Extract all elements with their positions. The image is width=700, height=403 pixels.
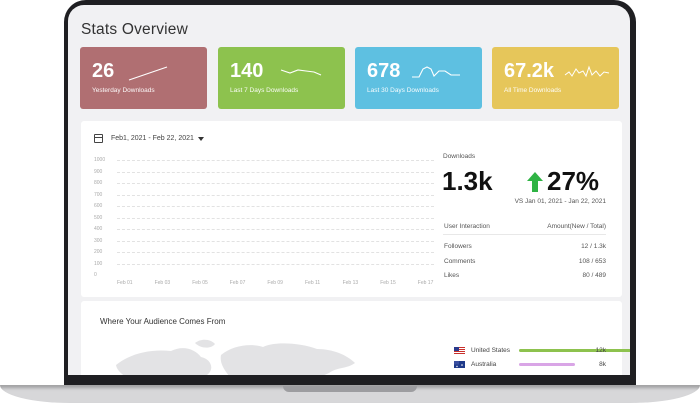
downloads-panel: Feb1, 2021 - Feb 22, 2021 1000 900 800 700 6… [81,121,622,297]
x-tick-label: Feb 11 [305,280,321,286]
stat-card-30-days[interactable]: 678 Last 30 Days Downloads [355,47,482,109]
world-map-icon [116,339,355,375]
stat-label: All Time Downloads [504,87,562,94]
stat-label: Yesterday Downloads [92,87,155,94]
trend-sparkline-icon [128,66,168,81]
us-flag-icon [454,347,465,354]
change-percent: 27% [547,166,600,196]
x-tick-label: Feb 13 [342,280,359,286]
table-divider [443,234,606,235]
grid-line [117,160,434,161]
y-tick-label: 400 [94,226,103,232]
row-value-comments: 108 / 653 [578,258,606,265]
downloads-change: 27% [526,166,599,197]
trend-sparkline-icon [412,66,460,78]
y-tick-label: 100 [94,260,103,267]
y-tick-label: 800 [94,180,103,186]
grid-line [117,194,434,196]
stat-label: Last 30 Days Downloads [367,87,439,94]
audience-title: Where Your Audience Comes From [100,317,226,326]
stat-card-all-time[interactable]: 67.2k All Time Downloads [492,47,619,109]
laptop-base [0,385,700,403]
row-value-followers: 12 / 1.3k [581,243,606,250]
grid-line [117,206,434,207]
grid-line [117,229,434,230]
x-tick-label: Feb 09 [267,280,283,286]
country-name-au: Australia [471,361,497,368]
row-value-likes: 80 / 489 [582,272,607,279]
arrow-up-icon [527,171,543,192]
y-tick-label: 0 [94,272,97,278]
stat-value: 26 [92,60,115,82]
x-tick-label: Feb 03 [154,280,171,286]
y-tick-label: 300 [94,237,103,244]
x-tick-label: Feb 17 [417,280,434,286]
stat-label: Last 7 Days Downloads [230,87,299,94]
date-range-picker[interactable]: Feb1, 2021 - Feb 22, 2021 [94,134,204,143]
country-bar-au [519,363,575,366]
grid-line [117,240,434,242]
country-value-us: 12k [595,347,606,354]
grid-line [117,252,434,253]
x-tick-label: Feb 07 [229,280,246,286]
downloads-total: 1.3k [442,166,493,196]
audience-panel: Where Your Audience Comes From United St… [81,301,630,375]
table-header-interaction: User Interaction [444,223,490,230]
y-tick-label: 200 [94,249,103,255]
page-title: Stats Overview [81,21,189,38]
dashboard-screen: Stats Overview 26 Yesterday Downloads 14… [68,5,630,375]
laptop-notch [283,386,417,392]
trend-sparkline-icon [564,65,610,78]
stat-card-7-days[interactable]: 140 Last 7 Days Downloads [218,47,345,109]
x-tick-label: Feb 15 [380,280,396,286]
country-name-us: United States [471,347,511,354]
y-tick-label: 500 [94,214,103,221]
row-label-comments: Comments [444,258,476,265]
calendar-icon [94,134,103,143]
stat-card-yesterday[interactable]: 26 Yesterday Downloads [80,47,207,109]
x-tick-label: Feb 01 [117,280,133,286]
grid-line [117,217,434,219]
row-label-likes: Likes [444,272,460,279]
y-tick-label: 900 [94,168,103,175]
comparison-range: VS Jan 01, 2021 - Jan 22, 2021 [514,198,606,205]
y-tick-label: 700 [94,191,103,198]
y-tick-label: 600 [94,203,103,209]
stat-value: 140 [230,60,264,82]
au-flag-icon [454,361,465,368]
country-bar-us [519,349,630,352]
x-tick-label: Feb 05 [192,280,208,286]
row-label-followers: Followers [444,243,472,250]
stat-value: 67.2k [504,60,555,82]
trend-sparkline-icon [280,69,322,76]
table-header-amount: Amount(New / Total) [547,223,606,230]
date-range-label: Feb1, 2021 - Feb 22, 2021 [111,135,194,142]
y-tick-label: 1000 [94,157,106,163]
caret-down-icon [197,136,204,141]
grid-line [117,183,434,184]
stat-value: 678 [367,60,401,82]
downloads-label: Downloads [443,153,476,160]
grid-line [117,263,434,265]
grid-line [117,171,434,173]
country-value-au: 8k [599,361,606,368]
